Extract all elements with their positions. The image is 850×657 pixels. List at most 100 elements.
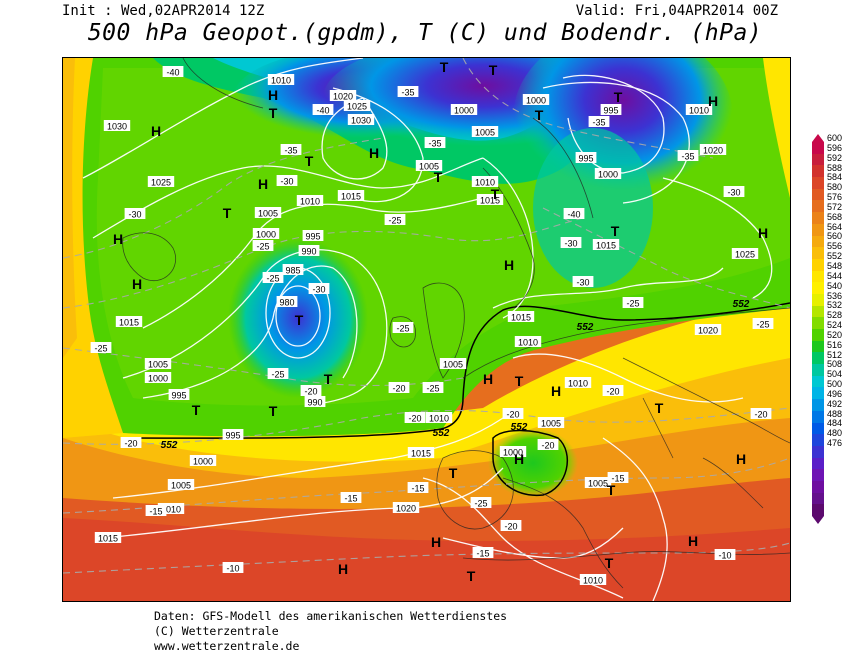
temperature-label: -20 [602,385,624,397]
isobar-label-text: 1005 [258,209,278,219]
isobar-label: 1005 [167,479,195,491]
temperature-label-text: -30 [564,239,577,249]
temperature-label: -25 [470,497,492,509]
temperature-label: -35 [424,137,446,149]
legend-value: 480 [827,428,843,439]
legend-swatch [812,504,824,516]
legend-value: 488 [827,408,843,419]
legend-top-arrow [812,134,824,142]
isobar-label: 1000 [522,94,550,106]
low-pressure-center: T [489,62,498,78]
temperature-label-text: -20 [408,414,421,424]
temperature-label-text: -35 [428,139,441,149]
isobar-label: 1020 [329,90,357,102]
legend-swatch [812,469,824,481]
isobar-label: 1030 [347,114,375,126]
legend-swatch [812,177,824,189]
temperature-label: -30 [723,186,745,198]
isobar-label-text: 1000 [503,448,523,458]
legend-value: 552 [827,251,843,262]
temperature-label: -25 [384,214,406,226]
temperature-label-text: -30 [576,278,589,288]
isobar-label: 995 [222,429,244,441]
contour-552-labels: 552 552 552 552 552 [161,299,750,451]
temperature-label-text: -25 [756,320,769,330]
high-pressure-center: H [736,451,746,467]
high-pressure-center: H [268,87,278,103]
isobar-label: 980 [276,296,298,308]
isobar-label: 1015 [94,532,122,544]
legend-value: 504 [827,369,843,380]
temperature-label-text: -20 [304,387,317,397]
legend-swatch [812,305,824,318]
legend-value: 492 [827,398,843,409]
temperature-label-text: -30 [727,188,740,198]
low-pressure-center: T [295,312,304,328]
isobar-label-text: 1010 [583,576,603,586]
low-pressure-center: T [515,373,524,389]
legend-swatch [812,188,824,201]
legend-swatch [812,200,824,213]
weather-map: 1010 1020 1025 1030 1030 1025 1005 1000 1005 1000… [62,57,791,602]
isobar-label: 1015 [476,194,504,206]
temperature-label-text: -15 [344,494,357,504]
high-pressure-center: H [258,176,268,192]
temperature-label: -25 [262,272,284,284]
legend-swatch [812,293,824,306]
temperature-label: -15 [607,472,629,484]
temperature-label: -30 [308,283,330,295]
temperature-label: -10 [714,549,736,561]
legend-swatch [812,153,824,166]
high-pressure-center: H [551,383,561,399]
temperature-label-text: -35 [592,118,605,128]
temperature-label-text: -35 [284,146,297,156]
legend-swatch [812,142,824,154]
isobar-label: 1005 [471,126,499,138]
temperature-label-text: -40 [567,210,580,220]
temperature-label-text: -35 [401,88,414,98]
low-pressure-center: T [269,105,278,121]
isobar-label-text: 995 [171,391,186,401]
isobar-label-text: 1015 [341,192,361,202]
isobar-label-text: 1030 [351,116,371,126]
isobar-label-text: 1025 [735,250,755,260]
legend-value: 564 [827,221,843,232]
low-pressure-center: T [440,59,449,75]
high-pressure-center: H [688,533,698,549]
legend-swatch [812,235,824,248]
isobar-label-text: 1005 [475,128,495,138]
temperature-label: -25 [752,318,774,330]
temperature-label-text: -20 [541,441,554,451]
legend-value: 476 [827,438,843,449]
low-pressure-center: T [192,402,201,418]
footer-copyright: (C) Wetterzentrale [154,624,279,638]
legend-value: 580 [827,182,843,193]
isobar-label-text: 1000 [193,457,213,467]
legend-value: 556 [827,241,843,252]
legend-value: 592 [827,152,843,163]
isobar-label: 1015 [115,316,143,328]
isobar-label: 995 [600,104,622,116]
isobar-label-text: 1000 [526,96,546,106]
isobar-label: 1015 [407,447,435,459]
isobar-label-text: 1005 [541,419,561,429]
isobar-label: 1025 [731,248,759,260]
temperature-label: -35 [677,150,699,162]
temperature-label-text: -35 [681,152,694,162]
isobar-label-text: 1030 [107,122,127,132]
legend-value: 500 [827,379,843,390]
high-pressure-center: H [132,276,142,292]
isobar-label-text: 1015 [411,449,431,459]
isobar-label-text: 980 [279,298,294,308]
isobar-label-text: 1010 [429,414,449,424]
isobar-label-text: 985 [285,266,300,276]
temperature-label-text: -20 [754,410,767,420]
isobar-label-text: 1025 [347,102,367,112]
legend-swatch [812,212,824,224]
legend-swatch [812,223,824,236]
isobar-label-text: 1020 [333,92,353,102]
isobar-label-text: 1020 [396,504,416,514]
low-pressure-center: T [535,107,544,123]
isobar-label: 1030 [103,120,131,132]
